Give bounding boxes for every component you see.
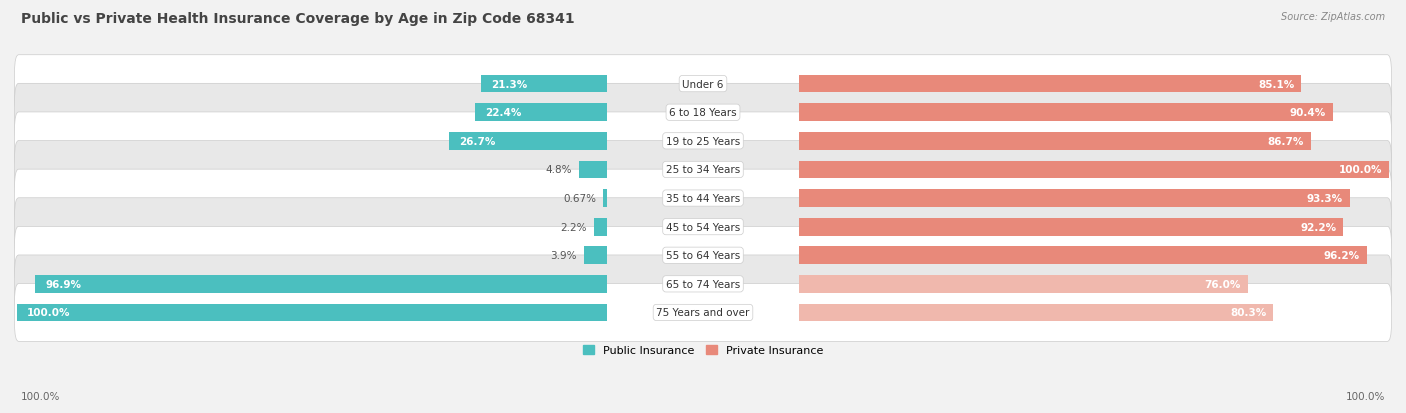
Text: 45 to 54 Years: 45 to 54 Years: [666, 222, 740, 232]
FancyBboxPatch shape: [14, 255, 1392, 313]
Text: 85.1%: 85.1%: [1258, 79, 1295, 89]
Text: 35 to 44 Years: 35 to 44 Years: [666, 194, 740, 204]
Text: 86.7%: 86.7%: [1268, 137, 1303, 147]
Bar: [799, 161, 1389, 179]
Bar: [799, 133, 1310, 150]
Bar: [579, 161, 607, 179]
Bar: [799, 190, 1350, 207]
FancyBboxPatch shape: [14, 141, 1392, 199]
Bar: [799, 275, 1247, 293]
Text: 26.7%: 26.7%: [460, 137, 496, 147]
Bar: [799, 104, 1333, 122]
Bar: [35, 275, 607, 293]
Text: Public vs Private Health Insurance Coverage by Age in Zip Code 68341: Public vs Private Health Insurance Cover…: [21, 12, 575, 26]
Bar: [799, 161, 1389, 179]
Text: 65 to 74 Years: 65 to 74 Years: [666, 279, 740, 289]
Bar: [799, 275, 1247, 293]
Text: 19 to 25 Years: 19 to 25 Years: [666, 137, 740, 147]
Bar: [799, 133, 1310, 150]
Bar: [799, 304, 1272, 322]
Text: 90.4%: 90.4%: [1289, 108, 1326, 118]
Bar: [583, 247, 607, 264]
Legend: Public Insurance, Private Insurance: Public Insurance, Private Insurance: [579, 341, 827, 360]
Bar: [799, 218, 1343, 236]
Bar: [799, 304, 1272, 322]
Text: 22.4%: 22.4%: [485, 108, 522, 118]
Text: 93.3%: 93.3%: [1306, 194, 1343, 204]
FancyBboxPatch shape: [14, 84, 1392, 142]
Bar: [799, 218, 1343, 236]
Text: 100.0%: 100.0%: [1339, 165, 1382, 175]
Text: 100.0%: 100.0%: [1346, 391, 1385, 401]
Bar: [799, 76, 1302, 93]
Bar: [17, 304, 607, 322]
Bar: [593, 218, 607, 236]
FancyBboxPatch shape: [14, 56, 1392, 113]
Bar: [450, 133, 607, 150]
FancyBboxPatch shape: [14, 198, 1392, 256]
Text: 76.0%: 76.0%: [1205, 279, 1241, 289]
Text: 0.67%: 0.67%: [562, 194, 596, 204]
FancyBboxPatch shape: [14, 227, 1392, 285]
Text: Under 6: Under 6: [682, 79, 724, 89]
Text: 21.3%: 21.3%: [492, 79, 527, 89]
Text: 6 to 18 Years: 6 to 18 Years: [669, 108, 737, 118]
Text: 96.2%: 96.2%: [1324, 251, 1360, 261]
Bar: [799, 76, 1302, 93]
Text: Source: ZipAtlas.com: Source: ZipAtlas.com: [1281, 12, 1385, 22]
FancyBboxPatch shape: [14, 113, 1392, 170]
FancyBboxPatch shape: [14, 170, 1392, 228]
Bar: [799, 247, 1367, 264]
Text: 4.8%: 4.8%: [546, 165, 572, 175]
Text: 100.0%: 100.0%: [21, 391, 60, 401]
Bar: [799, 247, 1367, 264]
Bar: [481, 76, 607, 93]
Text: 96.9%: 96.9%: [45, 279, 82, 289]
FancyBboxPatch shape: [14, 284, 1392, 342]
Text: 75 Years and over: 75 Years and over: [657, 308, 749, 318]
Text: 100.0%: 100.0%: [27, 308, 70, 318]
Text: 80.3%: 80.3%: [1230, 308, 1267, 318]
Bar: [603, 190, 607, 207]
Text: 2.2%: 2.2%: [561, 222, 588, 232]
Bar: [799, 104, 1333, 122]
Text: 3.9%: 3.9%: [551, 251, 576, 261]
Bar: [799, 190, 1350, 207]
Bar: [475, 104, 607, 122]
Text: 55 to 64 Years: 55 to 64 Years: [666, 251, 740, 261]
Text: 25 to 34 Years: 25 to 34 Years: [666, 165, 740, 175]
Text: 92.2%: 92.2%: [1301, 222, 1337, 232]
